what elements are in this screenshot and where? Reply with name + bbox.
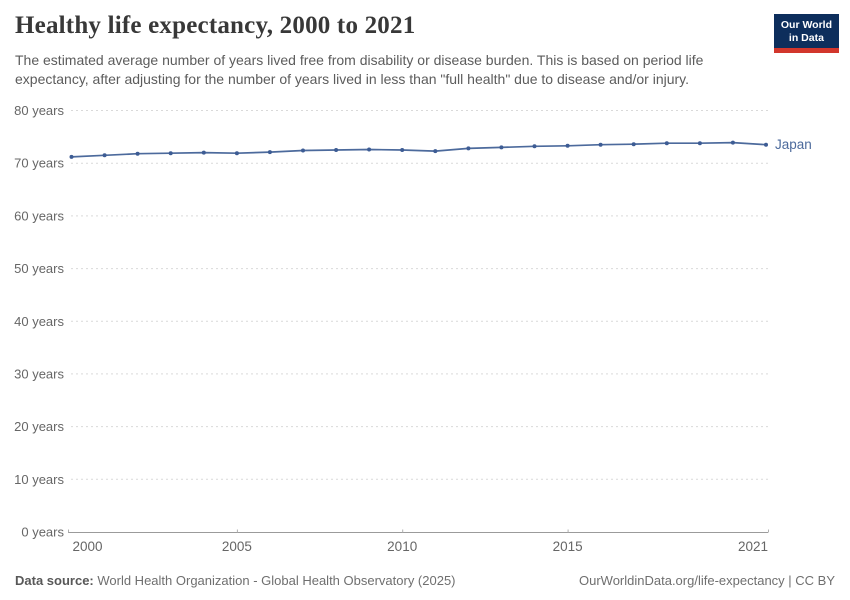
y-axis-tick-label: 50 years	[14, 261, 64, 276]
y-axis-tick-label: 30 years	[14, 366, 64, 381]
data-point[interactable]	[135, 151, 140, 156]
data-point[interactable]	[764, 142, 768, 147]
chart-subtitle: The estimated average number of years li…	[15, 52, 704, 87]
data-point[interactable]	[334, 148, 339, 152]
y-axis-tick-label: 0 years	[21, 525, 64, 540]
data-point[interactable]	[234, 151, 239, 156]
data-source-text: World Health Organization - Global Healt…	[93, 573, 456, 588]
x-axis-tick-label: 2015	[553, 539, 583, 554]
data-point[interactable]	[697, 141, 702, 146]
y-axis-tick-label: 10 years	[14, 472, 64, 487]
data-point[interactable]	[400, 148, 405, 152]
series-line	[70, 141, 767, 158]
x-axis-tick-label: 2010	[387, 539, 417, 554]
data-point[interactable]	[433, 149, 438, 154]
data-point[interactable]	[102, 153, 107, 158]
y-axis-tick-label: 20 years	[14, 419, 64, 434]
data-point[interactable]	[466, 146, 471, 151]
data-point[interactable]	[565, 143, 570, 148]
data-point[interactable]	[367, 147, 372, 152]
data-point[interactable]	[69, 154, 74, 159]
data-point[interactable]	[168, 151, 173, 156]
owid-logo-line1: Our World	[780, 19, 832, 31]
data-point[interactable]	[664, 141, 669, 146]
y-axis-tick-label: 80 years	[14, 103, 64, 118]
x-axis-tick-label: 2005	[222, 539, 252, 554]
owid-logo[interactable]: Our World in Data	[773, 14, 839, 53]
data-point[interactable]	[631, 142, 636, 147]
data-point[interactable]	[730, 140, 735, 145]
x-axis-tick-label: 2021	[738, 539, 768, 554]
chart-title: Healthy life expectancy, 2000 to 2021	[15, 12, 416, 39]
series-end-label[interactable]: Japan	[775, 137, 812, 152]
data-point[interactable]	[267, 150, 272, 155]
y-axis-tick-label: 60 years	[14, 208, 64, 223]
y-axis-tick-label: 40 years	[14, 314, 64, 329]
data-point[interactable]	[532, 144, 537, 149]
owid-url-license-link[interactable]: OurWorldinData.org/life-expectancy | CC …	[578, 573, 835, 588]
owid-logo-line2: in Data	[788, 32, 824, 44]
data-source-note: Data source: World Health Organization -…	[15, 573, 456, 588]
data-point[interactable]	[201, 150, 206, 155]
data-point[interactable]	[499, 145, 504, 150]
data-point[interactable]	[598, 142, 603, 147]
y-axis-tick-label: 70 years	[14, 156, 64, 171]
data-point[interactable]	[301, 148, 305, 153]
chart-footer: Data source: World Health Organization -…	[0, 573, 850, 588]
x-axis-tick-label: 2000	[73, 539, 103, 554]
data-source-label: Data source:	[15, 573, 94, 588]
